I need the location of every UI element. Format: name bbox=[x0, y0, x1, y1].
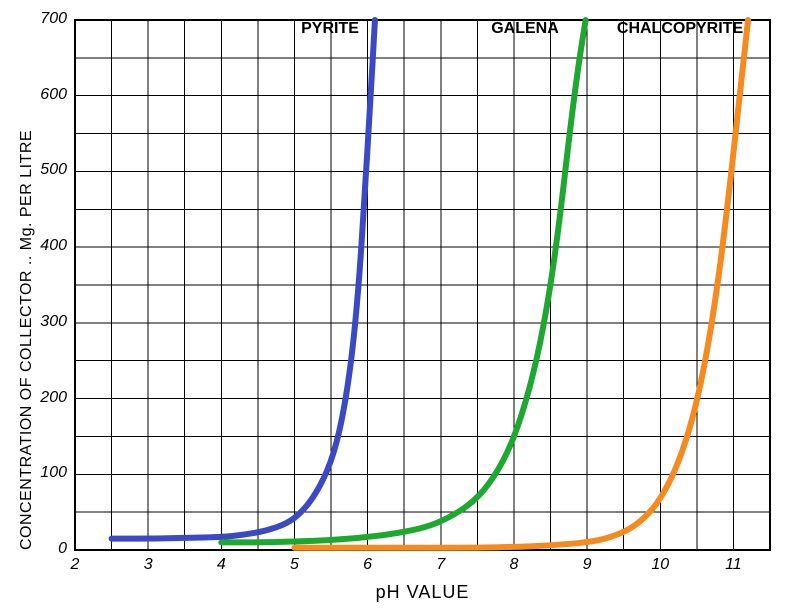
y-tick-label: 500 bbox=[27, 161, 67, 179]
y-tick-label: 200 bbox=[27, 389, 67, 407]
x-tick-label: 10 bbox=[645, 556, 675, 574]
x-tick-label: 2 bbox=[60, 556, 90, 574]
x-tick-label: 3 bbox=[133, 556, 163, 574]
y-tick-label: 400 bbox=[27, 237, 67, 255]
chart-container: CONCENTRATION OF COLLECTOR .. Mg. PER LI… bbox=[0, 0, 790, 613]
x-axis-label: pH VALUE bbox=[376, 582, 470, 603]
y-tick-label: 600 bbox=[27, 86, 67, 104]
y-tick-label: 700 bbox=[27, 10, 67, 28]
x-tick-label: 11 bbox=[718, 556, 748, 574]
y-axis-label: CONCENTRATION OF COLLECTOR .. Mg. PER LI… bbox=[18, 130, 36, 550]
x-tick-label: 4 bbox=[206, 556, 236, 574]
x-tick-label: 6 bbox=[353, 556, 383, 574]
x-tick-label: 7 bbox=[426, 556, 456, 574]
chart-plot bbox=[0, 0, 790, 613]
x-tick-label: 5 bbox=[279, 556, 309, 574]
x-tick-label: 8 bbox=[499, 556, 529, 574]
y-tick-label: 300 bbox=[27, 313, 67, 331]
x-tick-label: 9 bbox=[572, 556, 602, 574]
y-tick-label: 100 bbox=[27, 464, 67, 482]
